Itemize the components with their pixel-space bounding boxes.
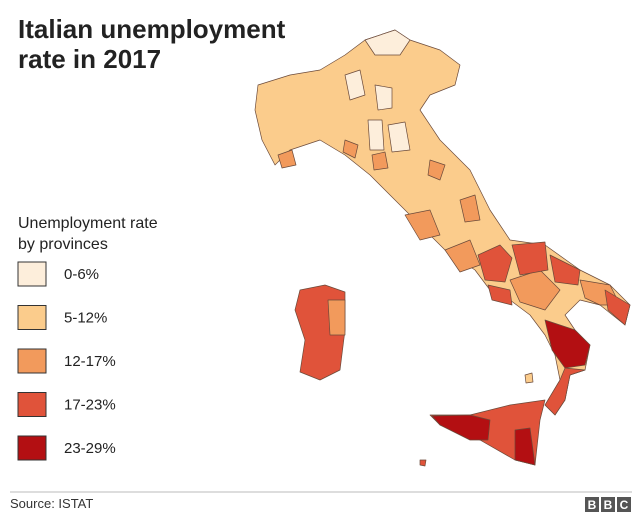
island <box>524 372 534 384</box>
legend-title-line: by provinces <box>18 236 108 253</box>
legend-label: 5-12% <box>64 310 107 327</box>
region <box>367 119 385 151</box>
region <box>277 149 297 169</box>
legend-swatch <box>17 392 47 417</box>
legend-label: 23-29% <box>64 440 116 457</box>
legend-label: 0-6% <box>64 266 99 283</box>
logo-box <box>585 497 599 512</box>
legend-label: 12-17% <box>64 353 116 370</box>
region <box>477 244 513 283</box>
region <box>604 289 631 326</box>
logo-letter: B <box>588 498 597 512</box>
logo-letter: C <box>620 498 629 512</box>
region <box>544 319 591 369</box>
region <box>344 69 366 101</box>
region <box>511 241 549 276</box>
region <box>487 284 513 306</box>
region <box>427 159 446 181</box>
region <box>549 254 581 286</box>
legend-swatch <box>17 348 47 374</box>
region <box>371 151 389 171</box>
logo-box <box>617 497 631 512</box>
region <box>374 84 393 111</box>
region <box>364 29 411 56</box>
island <box>419 459 427 467</box>
legend-swatch <box>17 435 47 461</box>
legend-label: 17-23% <box>64 397 116 414</box>
region <box>327 299 346 336</box>
legend-swatch <box>17 261 47 287</box>
region <box>514 427 536 466</box>
region <box>544 367 586 416</box>
legend: 0-6% 5-12% 12-17% 17-23% 23-29% <box>17 261 116 461</box>
title-line: rate in 2017 <box>18 44 161 74</box>
region <box>431 414 491 441</box>
logo-box <box>601 497 615 512</box>
region <box>387 121 411 153</box>
map <box>254 29 631 467</box>
region <box>459 194 481 223</box>
title-line: Italian unemployment <box>18 14 286 44</box>
source: Source: ISTAT <box>10 496 93 511</box>
region <box>404 209 441 241</box>
region <box>342 139 359 159</box>
region <box>444 239 481 273</box>
legend-swatch <box>17 305 47 330</box>
logo-letter: B <box>604 498 613 512</box>
legend-title-line: Unemployment rate <box>18 215 158 232</box>
